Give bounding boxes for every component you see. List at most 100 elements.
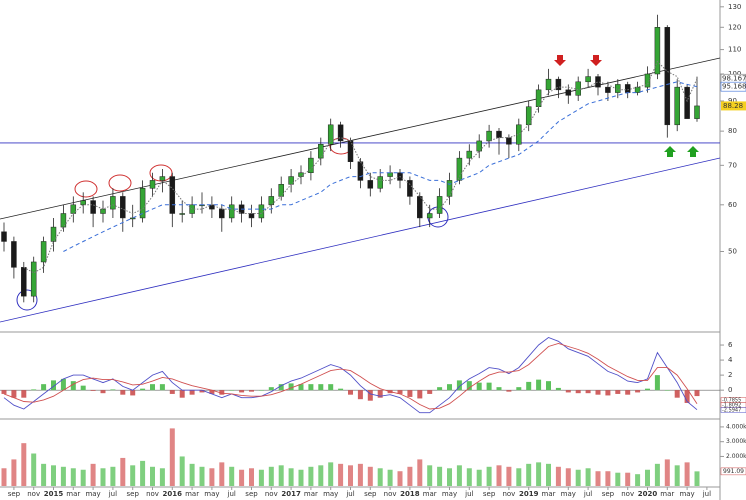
volume-bar: [60, 466, 66, 486]
macd-histogram-bar: [21, 390, 27, 398]
macd-histogram-bar: [328, 384, 334, 391]
x-tick-label: may: [679, 490, 694, 498]
candle-body: [159, 176, 166, 181]
macd-histogram-bar: [268, 387, 274, 391]
trend-line: [0, 157, 721, 323]
candle-body: [337, 124, 344, 142]
x-tick-label: sep: [245, 490, 258, 498]
macd-histogram-bar: [397, 390, 403, 394]
candle-body: [357, 161, 364, 181]
x-tick-label: mar: [542, 490, 556, 498]
y-tick-label: 70: [728, 161, 737, 169]
volume-bar: [476, 469, 482, 486]
x-tick-label: nov: [502, 490, 515, 498]
volume-bar: [268, 466, 274, 486]
macd-histogram-bar: [466, 381, 472, 391]
volume-bar: [278, 465, 284, 486]
macd-histogram-bar: [536, 379, 542, 391]
x-tick-label: 2020: [638, 490, 658, 498]
macd-value-label: -0.7855: [722, 398, 741, 404]
candle-body: [367, 180, 374, 189]
x-tick-label: nov: [621, 490, 634, 498]
candle-body: [139, 188, 146, 219]
volume-bar: [526, 463, 532, 486]
signal-line: [3, 343, 698, 410]
volume-bar: [654, 463, 660, 486]
macd-histogram-bar: [506, 390, 512, 392]
candle-body: [426, 213, 433, 219]
x-tick-label: 2019: [519, 490, 539, 498]
candle-body: [30, 261, 37, 297]
x-tick-label: mar: [66, 490, 80, 498]
macd-histogram-bar: [338, 388, 344, 391]
candle-body: [664, 27, 671, 126]
macd-histogram-bar: [417, 390, 423, 399]
volume-bar: [684, 462, 690, 486]
macd-histogram-bar: [645, 388, 650, 391]
macd-histogram-bar: [169, 390, 175, 394]
volume-bar: [288, 468, 294, 486]
macd-histogram-bar: [684, 390, 690, 403]
candle-body: [80, 200, 86, 206]
volume-bar: [189, 463, 195, 486]
volume-bar: [625, 472, 631, 486]
macd-histogram-bar: [625, 390, 631, 395]
volume-bar: [466, 468, 472, 486]
price-label: 95.168: [722, 83, 746, 91]
macd-histogram-bar: [585, 390, 591, 394]
macd-histogram-bar: [437, 387, 443, 391]
volume-bar: [645, 469, 650, 486]
volume-bar: [348, 465, 353, 486]
volume-bar: [258, 469, 264, 486]
volume-bar: [565, 468, 571, 486]
candle-body: [555, 78, 562, 91]
volume-bar: [417, 459, 423, 486]
candle-body: [318, 144, 324, 159]
candle-body: [476, 140, 482, 152]
macd-histogram-bar: [239, 390, 245, 393]
candle-body: [90, 200, 96, 214]
candle-body: [11, 241, 17, 268]
candle-body: [60, 213, 67, 228]
candle-body: [110, 196, 116, 210]
y-tick-label: 50: [728, 248, 737, 256]
macd-histogram-bar: [516, 387, 522, 391]
volume-bar: [357, 463, 363, 486]
x-tick-label: 2015: [44, 490, 64, 498]
volume-value-box: [720, 467, 746, 476]
candle-body: [100, 208, 106, 214]
macd-histogram-bar: [486, 382, 492, 391]
down-arrow: [590, 55, 602, 66]
x-tick-label: jul: [464, 490, 473, 498]
candle-body: [417, 196, 423, 219]
macd-histogram-bar: [605, 390, 611, 396]
candle-body: [209, 204, 215, 210]
x-tick-label: sep: [364, 490, 377, 498]
macd-value-label: -2.5947: [722, 408, 741, 414]
x-tick-label: 2018: [400, 490, 420, 498]
volume-bar: [41, 463, 47, 486]
candle-body: [565, 89, 572, 96]
volume-bar: [496, 465, 502, 486]
volume-bar: [110, 466, 116, 486]
macd-histogram-bar: [219, 390, 225, 395]
macd-histogram-bar: [298, 384, 304, 391]
volume-bar: [70, 468, 76, 486]
volume-bar: [80, 469, 86, 486]
macd-tick-label: 2: [728, 371, 732, 379]
y-tick-label: 130: [728, 3, 741, 11]
volume-bar: [506, 466, 512, 486]
volume-bar: [387, 469, 393, 486]
macd-histogram-bar: [179, 390, 185, 398]
candle-body: [129, 217, 136, 220]
candle-body: [248, 213, 255, 219]
macd-histogram-bar: [189, 390, 195, 395]
volume-bar: [664, 459, 670, 486]
volume-bar: [367, 466, 373, 486]
price-label: 88.28: [723, 102, 743, 110]
volume-bar: [1, 468, 7, 486]
circle-annotation: [108, 174, 132, 192]
candle-body: [674, 86, 680, 126]
macd-histogram-bar: [199, 390, 205, 393]
volume-bar: [427, 465, 433, 486]
